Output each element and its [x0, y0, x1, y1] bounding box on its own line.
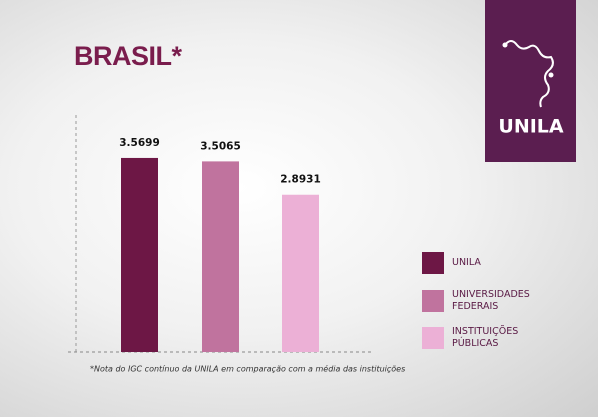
legend-label: UNIVERSIDADES FEDERAIS — [452, 289, 530, 312]
legend-label: INSTITUIÇÕES PÚBLICAS — [452, 326, 519, 349]
value-label: 3.5065 — [200, 140, 241, 152]
logo-box — [485, 0, 576, 162]
legend-label: UNILA — [452, 257, 481, 268]
bar — [202, 161, 239, 352]
logo-mark — [504, 40, 554, 108]
legend-swatch — [422, 290, 444, 312]
legend-swatch — [422, 252, 444, 274]
bar — [282, 194, 319, 352]
value-label: 2.8931 — [280, 174, 321, 186]
footnote: *Nota do IGC contínuo da UNILA em compar… — [90, 364, 405, 374]
logo-dot — [548, 72, 554, 78]
legend-swatch — [422, 327, 444, 349]
bar — [121, 157, 158, 352]
chart-title: BRASIL* — [74, 41, 182, 71]
logo-text: UNILA — [498, 116, 564, 138]
logo-dot — [502, 42, 508, 48]
value-label: 3.5699 — [119, 137, 160, 149]
